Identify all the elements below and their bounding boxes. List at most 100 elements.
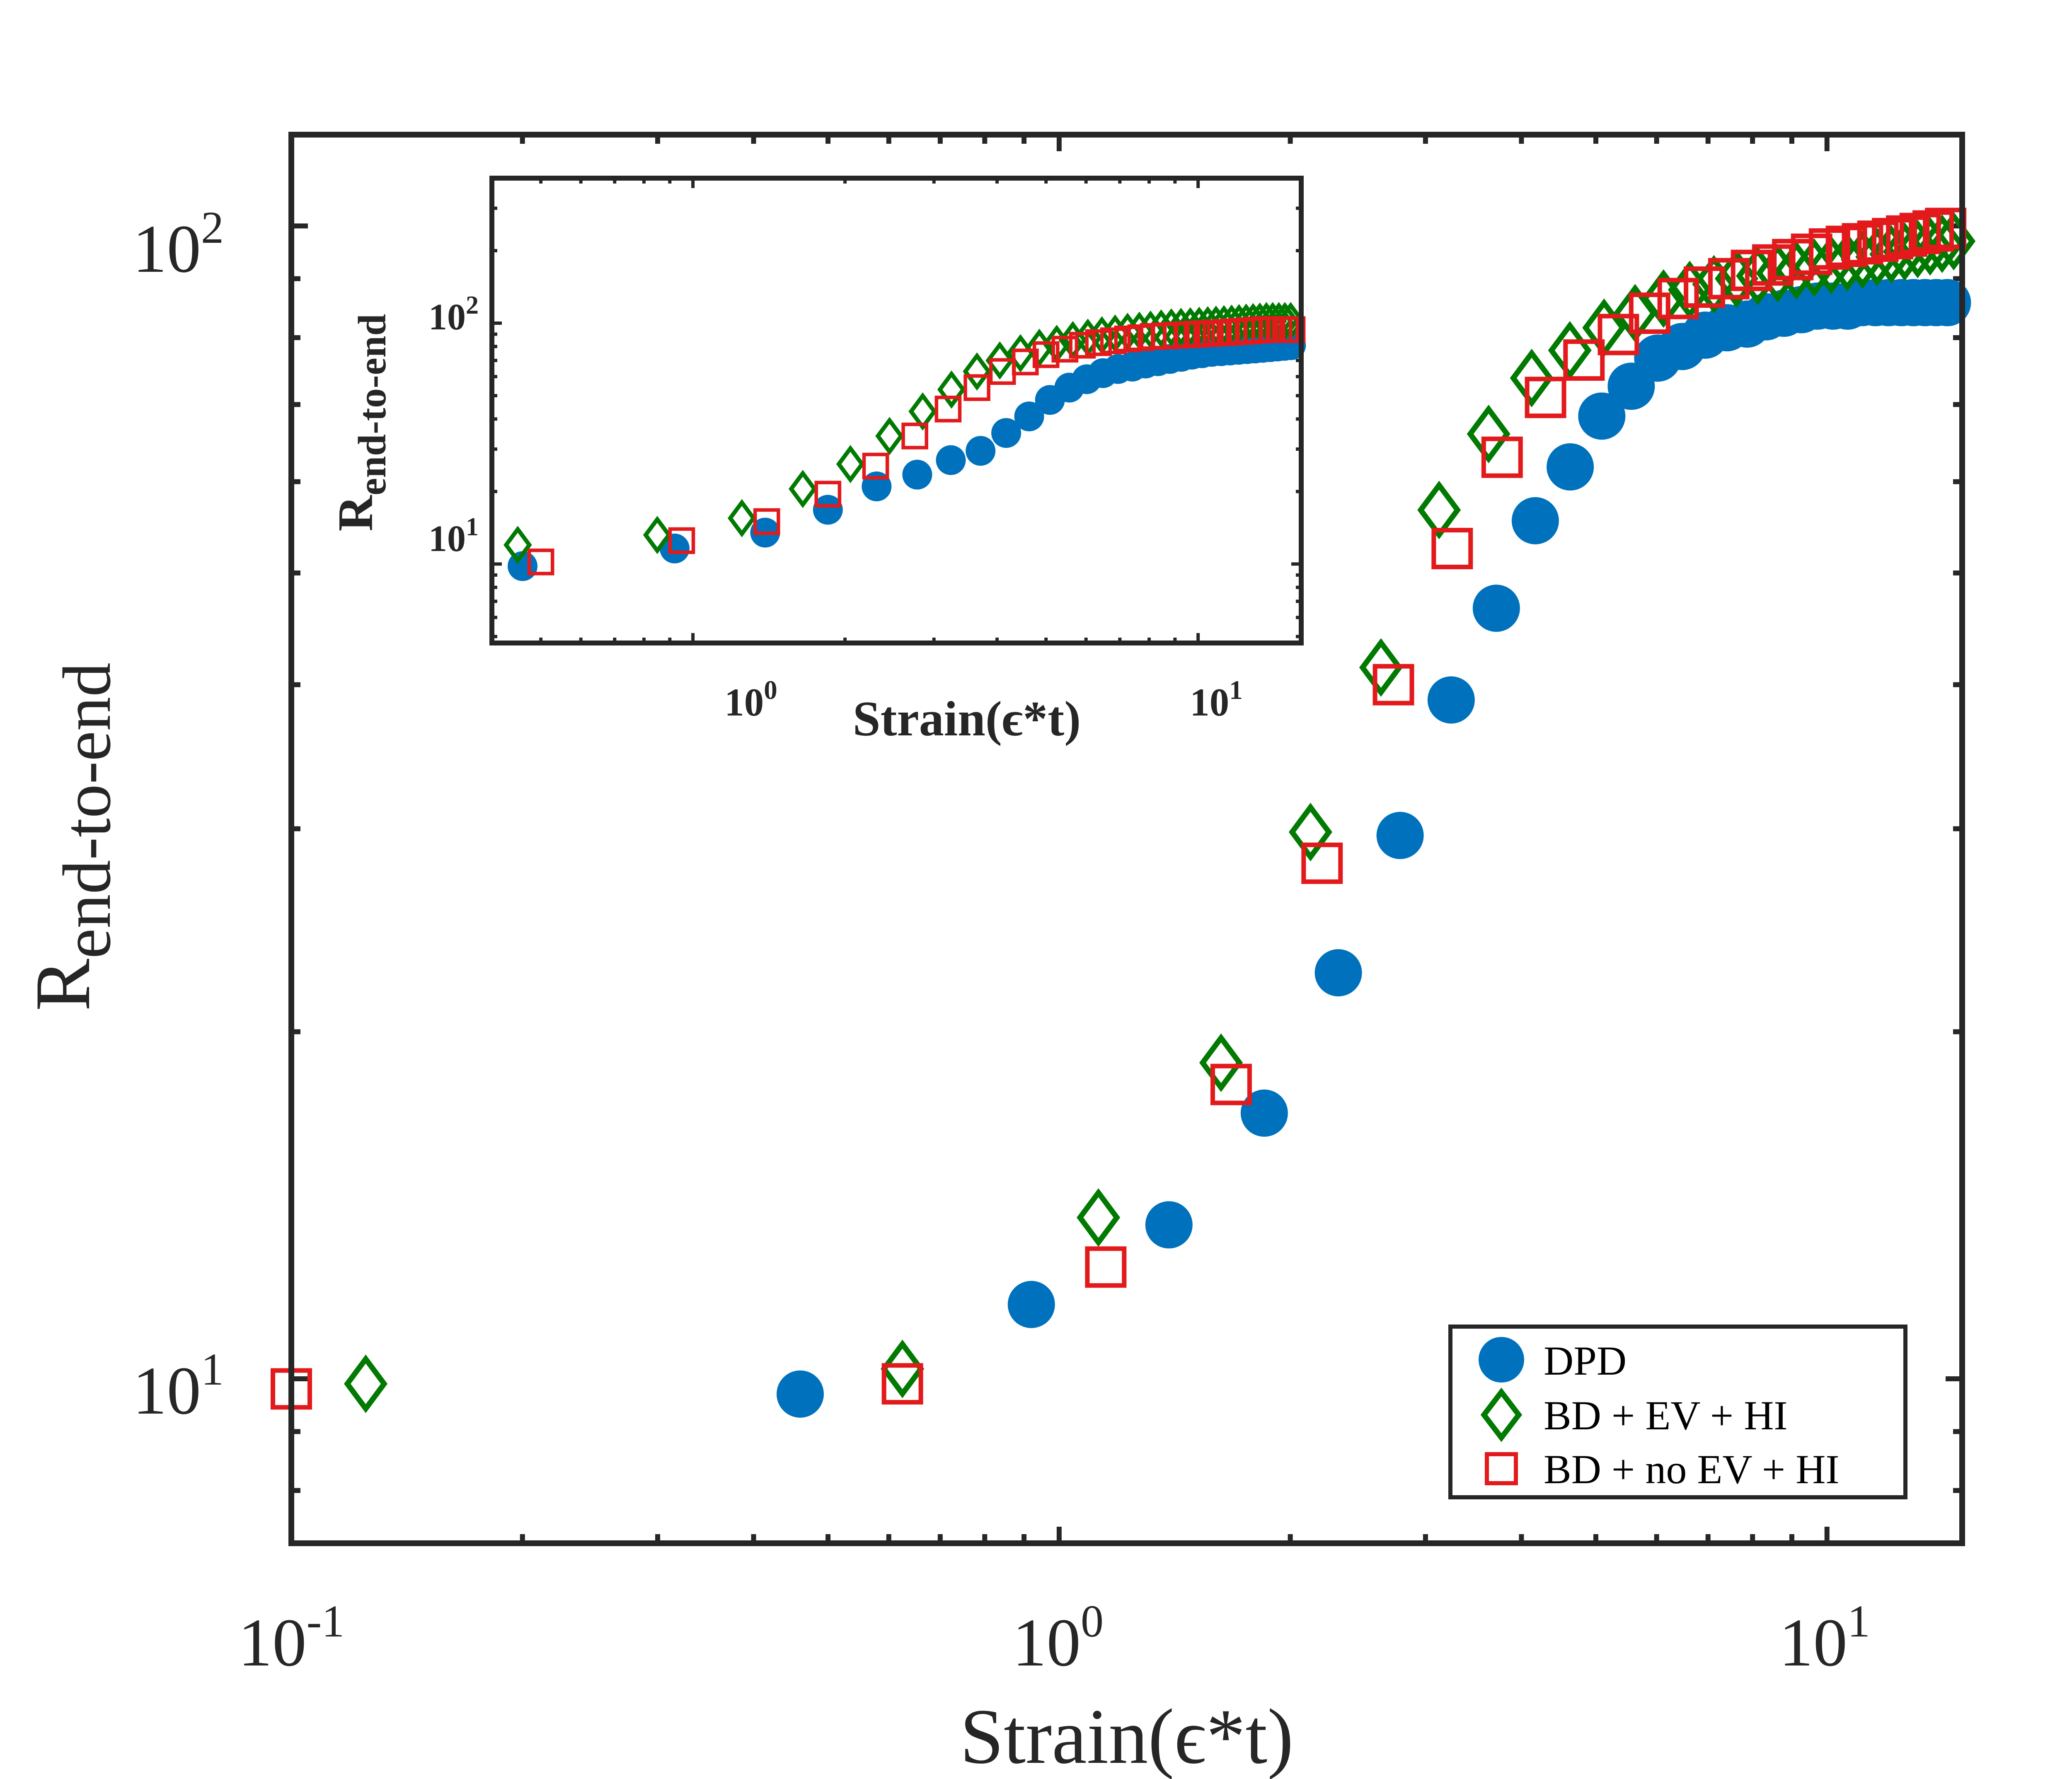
main-xlabel: Strain(ϵ*t) [960,1693,1293,1779]
main-point-circle-filled [1427,676,1475,724]
main-plot: 10-1 100 101 101 102 Strain(ϵ*t) Rend-to… [19,132,1976,1779]
main-xtick-label-2: 101 [1779,1596,1870,1680]
main-point-circle-filled [1472,585,1520,632]
main-point-diamond-open [1467,404,1510,464]
inset-point-square-open [901,423,929,450]
main-point-square-open [1525,377,1566,418]
main-point-diamond-open [1199,1033,1243,1092]
main-point-circle-filled [1145,1201,1193,1249]
inset-point-square-open [753,508,780,535]
inset-point-square-open [862,452,889,480]
main-point-square-open [1825,225,1867,267]
inset-xtick-label-0: 100 [724,675,777,724]
inset-ytick-label-0: 101 [428,513,479,559]
inset-ytick-label-1: 102 [428,291,479,338]
inset-point-circle-filled [1014,401,1044,432]
main-point-square-open [1899,213,1941,254]
main-point-diamond-open [1920,214,1964,273]
main-series-1 [776,279,1971,1418]
main-xtick-label-1: 100 [1012,1596,1104,1680]
main-point-circle-filled [1007,1281,1055,1328]
main-point-diamond-open [1359,638,1403,697]
main-axes-frame [288,132,1965,1546]
inset-point-diamond-open [875,417,904,455]
inset-point-square-open [1012,348,1039,376]
inset-point-square-open [1278,316,1306,343]
inset-point-diamond-open [643,516,672,554]
legend-marker-bd-ev-hi [1480,1387,1523,1442]
main-point-diamond-open [1288,802,1332,862]
inset-point-diamond-open [985,341,1014,380]
legend-box [1448,1325,1907,1499]
main-point-circle-filled [1376,812,1424,859]
main-point-diamond-open [1692,255,1736,314]
inset-point-diamond-open [503,526,532,564]
main-point-square-open [1372,664,1414,706]
main-xtick-label-0: 10-1 [238,1596,345,1680]
main-point-square-open [1598,314,1639,355]
inset-point-circle-filled [659,533,690,563]
main-point-square-open [1563,339,1605,381]
inset-point-circle-filled [902,459,932,490]
inset-point-square-open [1100,327,1127,354]
main-point-diamond-open [344,1354,388,1413]
main-point-square-open [1912,210,1954,252]
main-point-square-open [1629,292,1670,334]
inset-point-diamond-open [908,392,937,431]
main-point-diamond-open [1774,241,1818,300]
main-point-diamond-open [1908,217,1952,276]
main-point-square-open [1872,218,1914,259]
main-point-diamond-open [1077,1188,1121,1247]
legend-marker-dpd [1479,1337,1524,1383]
inset-point-square-open [527,549,554,575]
inset-point-square-open [1085,329,1112,356]
inset-point-diamond-open [788,469,817,508]
inset-point-square-open [963,374,990,401]
main-point-circle-filled [1511,497,1559,544]
main-point-diamond-open [1641,269,1685,328]
main-point-square-open [1481,436,1523,478]
main-point-circle-filled [1924,279,1971,326]
inset-point-square-open [814,481,842,508]
main-point-square-open [1731,249,1772,291]
main-point-square-open [1210,1064,1252,1105]
main-point-diamond-open [1417,481,1461,539]
inset-series-1 [507,330,1306,581]
inset-point-diamond-open [963,352,991,391]
legend-label-bd-noev-hi: BD + no EV + HI [1544,1446,1840,1492]
legend-label-bd-ev-hi: BD + EV + HI [1544,1392,1788,1438]
inset-xlabel: Strain(ϵ*t) [853,691,1081,746]
main-point-diamond-open [1510,348,1554,408]
main-point-circle-filled [1578,392,1626,440]
legend: DPD BD + EV + HI BD + no EV + HI [1448,1325,1907,1499]
main-ylabel: Rend-to-end [19,662,125,1011]
main-point-square-open [1684,266,1726,308]
inset-point-square-open [934,395,962,423]
inset-point-square-open [1051,336,1079,363]
inset-axes-frame [489,176,1304,645]
inset-point-circle-filled [813,495,843,525]
inset-plot: 100 101 101 102 Strain(ϵ*t) Rend-to-end [328,176,1306,746]
legend-entry-dpd: DPD [1479,1337,1627,1384]
inset-xtick-label-1: 101 [1190,675,1243,724]
inset-point-square-open [1032,341,1060,368]
main-point-square-open [1657,278,1699,319]
inset-series-3 [527,316,1306,575]
main-point-square-open [1842,223,1883,265]
inset-point-circle-filled [936,445,966,475]
main-point-square-open [1085,1246,1127,1288]
main-series-layer [271,208,1976,1418]
inset-point-diamond-open [836,445,865,483]
inset-point-diamond-open [727,499,756,537]
inset-point-square-open [1069,331,1096,359]
inset-series-layer [503,302,1306,581]
main-point-circle-filled [1240,1089,1288,1137]
main-point-square-open [1708,258,1750,300]
main-point-square-open [1301,842,1343,884]
main-point-square-open [881,1363,923,1405]
main-ytick-label-0: 101 [133,1344,224,1429]
legend-entry-bd-noev-hi: BD + no EV + HI [1485,1446,1840,1492]
main-point-square-open [1431,528,1473,570]
main-point-circle-filled [1547,443,1594,491]
